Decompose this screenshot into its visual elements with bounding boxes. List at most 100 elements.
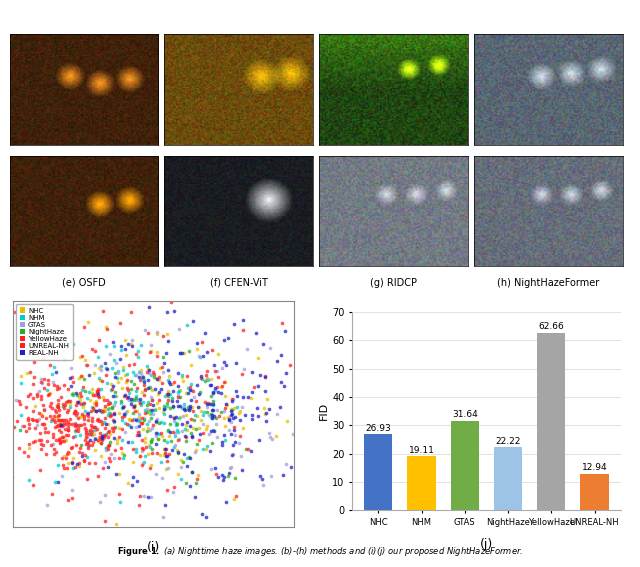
NHM: [129, 414, 139, 424]
NHM: [173, 386, 184, 395]
GTAS: [174, 434, 184, 443]
YellowHaze: [14, 396, 24, 405]
YellowHaze: [54, 383, 64, 392]
REAL-NH: [207, 405, 217, 414]
YellowHaze: [93, 435, 103, 445]
NightHaze: [211, 413, 221, 422]
YellowHaze: [63, 425, 73, 434]
REAL-NH: [127, 342, 137, 351]
REAL-NH: [83, 408, 93, 417]
NightHaze: [72, 391, 83, 400]
YellowHaze: [67, 493, 77, 502]
REAL-NH: [261, 416, 271, 425]
YellowHaze: [129, 403, 139, 412]
YellowHaze: [122, 393, 132, 402]
YellowHaze: [54, 435, 65, 444]
GTAS: [159, 403, 170, 412]
NightHaze: [76, 441, 86, 450]
REAL-NH: [151, 440, 161, 449]
GTAS: [87, 431, 97, 440]
NHC: [97, 392, 108, 401]
NightHaze: [191, 425, 202, 434]
NHC: [187, 402, 197, 411]
REAL-NH: [216, 388, 226, 397]
YellowHaze: [43, 391, 53, 400]
YellowHaze: [20, 427, 31, 436]
NHM: [96, 384, 106, 393]
REAL-NH: [97, 433, 108, 442]
REAL-NH: [205, 400, 215, 409]
YellowHaze: [80, 424, 90, 433]
Bar: [451, 421, 479, 510]
NHM: [83, 393, 93, 402]
GTAS: [212, 367, 223, 376]
NHC: [234, 408, 244, 417]
REAL-NH: [261, 409, 271, 418]
NHC: [207, 413, 218, 422]
YellowHaze: [32, 416, 42, 425]
YellowHaze: [90, 422, 100, 431]
REAL-NH: [257, 474, 267, 483]
GTAS: [202, 403, 212, 412]
REAL-NH: [179, 450, 189, 459]
YellowHaze: [61, 420, 72, 429]
REAL-NH: [122, 392, 132, 401]
NHC: [220, 392, 230, 401]
Text: (j): (j): [480, 538, 493, 551]
YellowHaze: [49, 381, 59, 390]
YellowHaze: [88, 391, 98, 400]
NHM: [220, 435, 230, 444]
YellowHaze: [122, 420, 132, 429]
REAL-NH: [91, 406, 101, 415]
YellowHaze: [63, 426, 74, 435]
REAL-NH: [180, 405, 191, 414]
YellowHaze: [60, 400, 70, 409]
NightHaze: [147, 445, 157, 454]
Legend: NHC, NHM, GTAS, NightHaze, YellowHaze, UNREAL-NH, REAL-NH: NHC, NHM, GTAS, NightHaze, YellowHaze, U…: [16, 304, 72, 359]
YellowHaze: [103, 442, 113, 451]
NHM: [189, 411, 200, 420]
REAL-NH: [237, 466, 247, 475]
YellowHaze: [80, 436, 90, 445]
Text: (d) MRP: (d) MRP: [529, 155, 568, 166]
GTAS: [236, 451, 246, 460]
YellowHaze: [90, 391, 100, 400]
YellowHaze: [99, 401, 109, 410]
YellowHaze: [96, 417, 106, 426]
REAL-NH: [122, 438, 132, 447]
REAL-NH: [51, 368, 61, 377]
NHC: [64, 448, 74, 458]
GTAS: [99, 434, 109, 443]
YellowHaze: [72, 424, 83, 433]
YellowHaze: [38, 353, 48, 362]
REAL-NH: [276, 350, 287, 359]
NHM: [140, 376, 150, 385]
REAL-NH: [72, 459, 82, 468]
NHC: [51, 412, 61, 421]
NHC: [162, 330, 172, 339]
NHC: [136, 366, 146, 375]
REAL-NH: [221, 361, 231, 370]
YellowHaze: [100, 414, 111, 423]
REAL-NH: [175, 401, 185, 410]
NightHaze: [58, 402, 68, 411]
NHC: [186, 361, 196, 370]
YellowHaze: [162, 456, 172, 465]
NHC: [161, 464, 172, 473]
NHM: [115, 497, 125, 506]
REAL-NH: [100, 359, 110, 368]
NHC: [111, 435, 122, 445]
NHC: [202, 374, 212, 383]
YellowHaze: [162, 390, 172, 399]
YellowHaze: [23, 416, 33, 425]
REAL-NH: [126, 400, 136, 409]
Text: 12.94: 12.94: [582, 463, 607, 472]
YellowHaze: [131, 407, 141, 416]
YellowHaze: [38, 441, 49, 450]
REAL-NH: [163, 336, 173, 345]
NightHaze: [180, 478, 191, 487]
REAL-NH: [205, 447, 215, 456]
NHC: [152, 330, 162, 339]
YellowHaze: [54, 416, 65, 425]
YellowHaze: [79, 456, 90, 465]
